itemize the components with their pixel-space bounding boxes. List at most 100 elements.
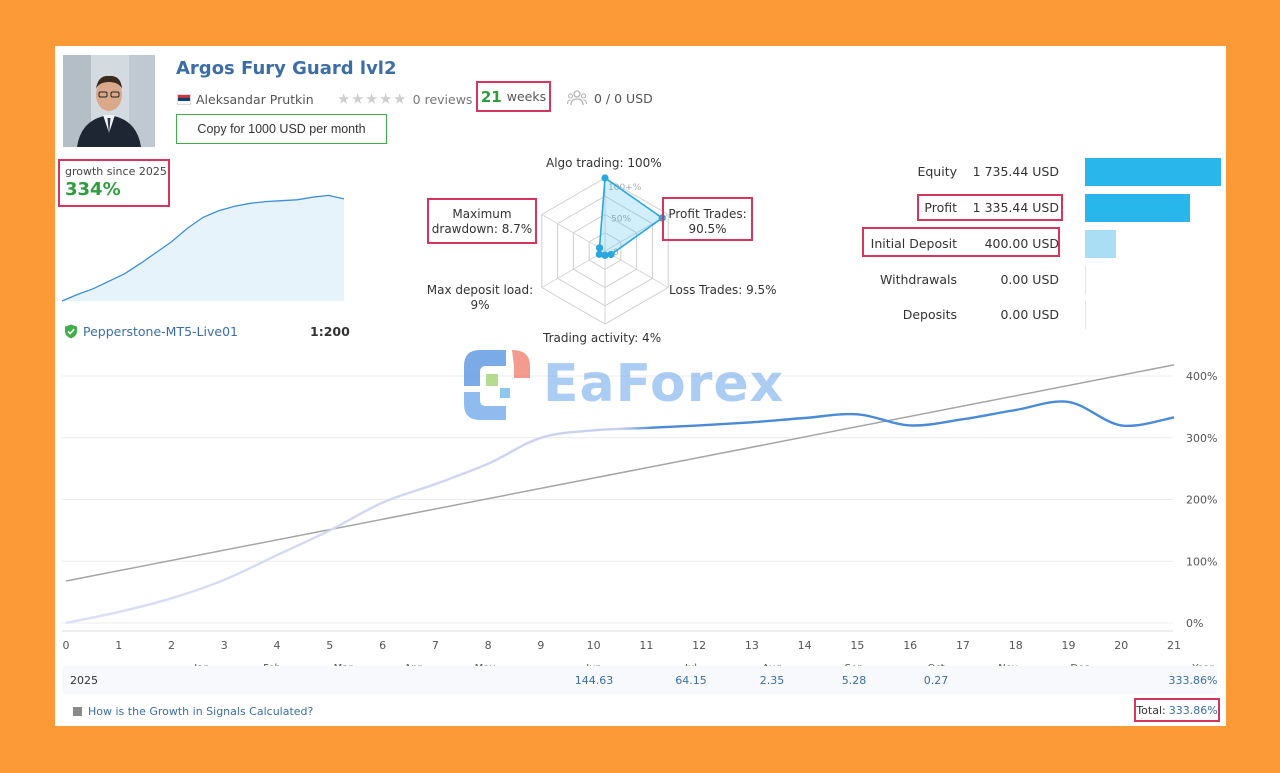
y-tick: 200% [1186, 494, 1217, 507]
radar-point [595, 244, 604, 252]
stat-value-4: 0.00 USD [1000, 307, 1059, 322]
max-drawdown-box [427, 198, 537, 244]
radar-point [595, 250, 603, 258]
x-tick: 19 [1061, 639, 1075, 652]
stat-value-3: 0.00 USD [1000, 272, 1059, 287]
star-icon [351, 93, 364, 104]
weeks-number: 21 [480, 87, 502, 106]
watermark: EaForex [460, 344, 784, 424]
radar-axis [541, 214, 606, 252]
x-tick: 20 [1114, 639, 1128, 652]
max-drawdown-label: Maximum drawdown: 8.7% [429, 207, 535, 237]
radar-scale-0: 0 [613, 248, 619, 258]
max-deposit-load-label: Max deposit load: 9% [425, 283, 535, 313]
avatar[interactable] [63, 55, 155, 147]
growth-help-link[interactable]: How is the Growth in Signals Calculated? [73, 705, 313, 718]
radar-point [601, 251, 609, 259]
stat-bar-0 [1085, 158, 1221, 186]
x-tick: 5 [326, 639, 333, 652]
return-month-8: 5.28 [841, 674, 867, 687]
subscribers-icon [567, 90, 587, 106]
x-tick: 3 [221, 639, 228, 652]
star-icon [337, 93, 350, 104]
radar-scale-50: 50% [611, 215, 631, 225]
subscribers-value: 0 / 0 USD [594, 90, 653, 106]
profit-trades-label: Profit Trades: 90.5% [664, 207, 751, 237]
x-tick: 6 [379, 639, 386, 652]
trend-line [65, 364, 1175, 582]
mini-chart-area [62, 195, 344, 301]
rating-stars [337, 93, 408, 105]
stat-value-2: 400.00 USD [984, 236, 1059, 251]
signal-panel: Argos Fury Guard lvl2 Aleksandar Prutkin… [55, 46, 1226, 726]
x-tick: 2 [168, 639, 175, 652]
radar-chart: 100+% 50% 0 [541, 174, 669, 325]
signal-title[interactable]: Argos Fury Guard lvl2 [176, 58, 397, 79]
watermark-logo-icon [464, 350, 530, 420]
max-drawdown-value: drawdown: 8.7% [431, 222, 533, 236]
return-month-5: 144.63 [574, 674, 614, 687]
algo-trading-label: Algo trading: 100% [546, 156, 662, 170]
radar-point [601, 174, 609, 182]
help-link-text[interactable]: How is the Growth in Signals Calculated? [88, 705, 314, 718]
growth-label: growth since 2025 [65, 165, 167, 178]
star-icon [379, 93, 392, 104]
growth-line [65, 400, 1175, 625]
return-month-7: 2.35 [759, 674, 785, 687]
x-tick: 16 [903, 639, 917, 652]
broker-name[interactable]: Pepperstone-MT5-Live01 [83, 323, 238, 339]
x-tick: 14 [798, 639, 812, 652]
stat-value-0: 1 735.44 USD [972, 164, 1059, 179]
max-deposit-load-title: Max deposit load: [426, 283, 534, 297]
stat-label-0: Equity [917, 164, 957, 179]
profit-trades-value: 90.5% [688, 222, 727, 236]
weeks-label: weeks [506, 89, 547, 104]
return-month-9: 0.27 [923, 674, 949, 687]
max-drawdown-title: Maximum [452, 207, 512, 221]
stat-value-1: 1 335.44 USD [972, 200, 1059, 215]
stat-bar-1 [1085, 194, 1190, 222]
profit-trades-box [662, 197, 753, 241]
x-tick: 15 [850, 639, 864, 652]
broker-row: Pepperstone-MT5-Live01 [64, 323, 238, 339]
profit-highlight [917, 194, 1063, 221]
x-tick: 0 [63, 639, 70, 652]
author-row: Aleksandar Prutkin 0 reviews [177, 90, 472, 108]
y-tick: 0% [1186, 617, 1203, 630]
weeks-badge: 21 weeks [476, 81, 551, 112]
x-tick: 1 [115, 639, 122, 652]
stat-label-2: Initial Deposit [870, 236, 957, 251]
growth-value: 334% [65, 179, 121, 200]
leverage: 1:200 [310, 324, 350, 339]
x-tick: 10 [587, 639, 601, 652]
info-icon [73, 707, 82, 716]
stat-label-3: Withdrawals [880, 272, 957, 287]
y-tick: 300% [1186, 432, 1217, 445]
serbia-flag-icon [177, 93, 191, 105]
stat-label-4: Deposits [902, 307, 957, 322]
return-year-total: 333.86% [1168, 674, 1218, 687]
stat-bar-4 [1085, 301, 1086, 329]
copy-signal-button[interactable]: Copy for 1000 USD per month [176, 114, 387, 144]
x-tick: 17 [956, 639, 970, 652]
return-month-6: 64.15 [675, 674, 707, 687]
reviews-count[interactable]: 0 reviews [412, 91, 473, 107]
growth-box: growth since 2025 334% [58, 159, 170, 207]
x-tick: 12 [692, 639, 706, 652]
radar-point [607, 250, 615, 259]
total-value: 333.86% [1168, 703, 1218, 717]
x-tick: 21 [1167, 639, 1181, 652]
radar-axis [604, 250, 669, 288]
radar-axis [541, 250, 606, 288]
returns-year: 2025 [70, 674, 98, 687]
initial-deposit-highlight [862, 227, 1060, 257]
author-name[interactable]: Aleksandar Prutkin [196, 91, 314, 107]
star-icon [365, 93, 378, 104]
x-tick: 11 [639, 639, 653, 652]
mini-growth-chart [62, 194, 345, 302]
x-tick: 8 [485, 639, 492, 652]
y-tick: 400% [1186, 370, 1217, 383]
x-tick: 18 [1009, 639, 1023, 652]
loss-trades-label: Loss Trades: 9.5% [669, 283, 777, 297]
subscribers: 0 / 0 USD [567, 88, 653, 108]
